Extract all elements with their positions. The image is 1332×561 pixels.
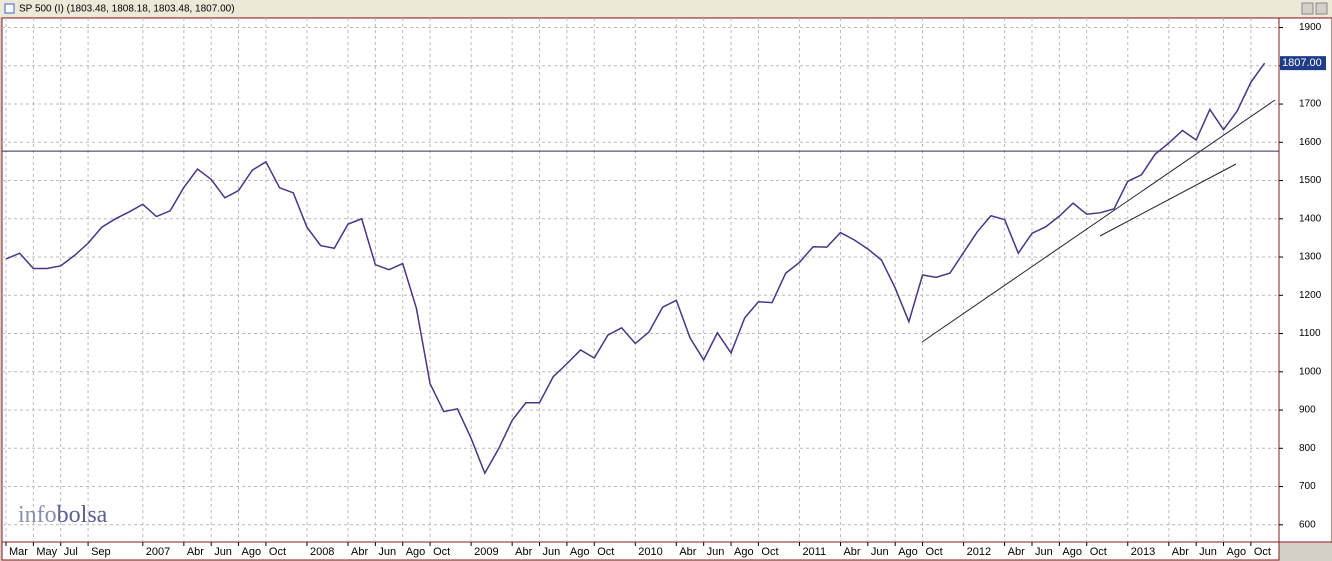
x-tick-label: Ago (1062, 546, 1082, 558)
x-tick-label: Ago (1227, 546, 1247, 558)
x-tick-label: Abr (1172, 546, 1189, 558)
last-price-box (1280, 56, 1326, 71)
x-tick-label: Mar (9, 546, 28, 558)
x-tick-label: Ago (570, 546, 590, 558)
x-tick-label: Ago (898, 546, 918, 558)
x-tick-label: 2007 (146, 546, 170, 558)
x-tick-label: Jul (64, 546, 78, 558)
x-tick-label: 2009 (474, 546, 498, 558)
icon (4, 3, 15, 14)
x-tick-label: Oct (597, 546, 614, 558)
x-tick-label: May (36, 546, 57, 558)
x-tick-label: Jun (543, 546, 561, 558)
x-tick-label: Abr (679, 546, 696, 558)
last-price-label: 1807.00 (1282, 57, 1322, 69)
x-tick-label: Jun (1035, 546, 1053, 558)
y-tick-label: 1000 (1299, 366, 1322, 377)
x-tick-label: Oct (433, 546, 450, 558)
x-tick-label: Jun (871, 546, 889, 558)
watermark: infobolsa (18, 502, 108, 528)
x-tick-label: 2011 (802, 546, 826, 558)
x-tick-label: 2012 (967, 546, 991, 558)
x-tick-label: Abr (351, 546, 368, 558)
minimize-button[interactable] (1301, 2, 1314, 15)
y-tick-label: 900 (1299, 405, 1316, 416)
y-tick-label: 1700 (1299, 99, 1322, 110)
y-axis-area (1278, 17, 1332, 543)
chart-title: SP 500 (I) (1803.48, 1808.18, 1803.48, 1… (19, 4, 235, 15)
y-tick-label: 1500 (1299, 175, 1322, 186)
x-tick-label: Abr (187, 546, 204, 558)
y-tick-label: 1300 (1299, 252, 1322, 263)
x-tick-label: Abr (1008, 546, 1025, 558)
x-axis-area (1, 541, 1280, 561)
x-tick-label: 2010 (638, 546, 662, 558)
x-tick-label: Oct (761, 546, 778, 558)
plot-area (1, 17, 1280, 543)
x-tick-label: Oct (1090, 546, 1107, 558)
x-tick-label: Ago (734, 546, 754, 558)
y-tick-label: 1100 (1299, 328, 1321, 339)
x-tick-label: Sep (91, 546, 111, 558)
y-tick-label: 700 (1299, 481, 1316, 492)
y-tick-label: 800 (1299, 443, 1316, 454)
y-tick-label: 1900 (1299, 22, 1322, 33)
y-tick-label: 600 (1299, 519, 1316, 530)
x-tick-label: Ago (406, 546, 426, 558)
trend-line (1099, 163, 1237, 237)
close-button[interactable] (1315, 2, 1328, 15)
price-line (5, 62, 1266, 475)
trend-line (921, 99, 1276, 343)
x-tick-label: Abr (515, 546, 532, 558)
y-tick-label: 1200 (1299, 290, 1322, 301)
x-tick-label: Oct (1254, 546, 1271, 558)
title-bar (0, 0, 1332, 17)
x-tick-label: Jun (707, 546, 725, 558)
x-tick-label: Abr (843, 546, 860, 558)
y-tick-label: 1600 (1299, 137, 1322, 148)
x-tick-label: 2008 (310, 546, 334, 558)
x-tick-label: 2013 (1131, 546, 1155, 558)
y-tick-label: 1400 (1299, 213, 1322, 224)
x-tick-label: Jun (378, 546, 396, 558)
x-tick-label: Jun (1199, 546, 1217, 558)
x-tick-label: Jun (214, 546, 232, 558)
x-tick-label: Oct (926, 546, 943, 558)
x-tick-label: Oct (269, 546, 286, 558)
x-tick-label: Ago (242, 546, 262, 558)
